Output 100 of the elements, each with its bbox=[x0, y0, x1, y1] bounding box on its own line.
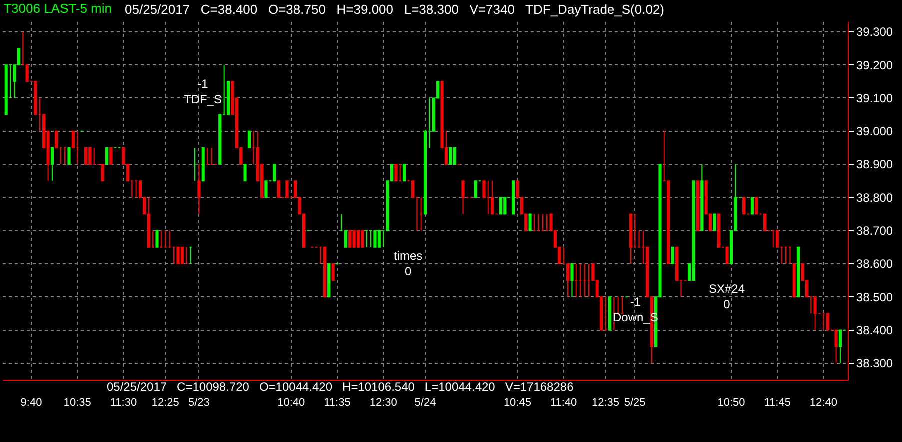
candlestick bbox=[369, 230, 373, 248]
candlestick bbox=[105, 147, 108, 166]
annotation: -1 TDF_S bbox=[184, 77, 222, 107]
y-tick-label: 39.300 bbox=[856, 25, 894, 40]
candlestick bbox=[110, 147, 113, 166]
candlestick bbox=[822, 313, 826, 331]
candlestick bbox=[4, 64, 8, 116]
candlestick bbox=[528, 214, 532, 232]
candlestick bbox=[638, 230, 641, 248]
candlestick bbox=[189, 246, 192, 264]
x-tick-label: 10:45 bbox=[504, 397, 532, 410]
candlestick bbox=[59, 147, 62, 166]
candlestick bbox=[206, 147, 210, 166]
candlestick bbox=[352, 230, 356, 248]
candlestick bbox=[22, 31, 25, 66]
candlestick bbox=[277, 180, 280, 198]
y-tick-label: 38.300 bbox=[856, 356, 894, 371]
y-tick-label: 39.000 bbox=[856, 124, 894, 139]
candlestick bbox=[692, 180, 696, 282]
candlestick bbox=[574, 263, 578, 298]
candlestick bbox=[788, 246, 792, 264]
candlestick bbox=[328, 263, 331, 298]
candlestick bbox=[403, 164, 406, 182]
candlestick bbox=[546, 214, 549, 232]
candlestick bbox=[696, 180, 700, 232]
candlestick bbox=[604, 296, 608, 331]
chart-title: T3006 LAST-5 min bbox=[4, 1, 112, 16]
candlestick bbox=[382, 230, 386, 248]
candlestick bbox=[537, 214, 540, 232]
candlestick bbox=[34, 81, 38, 116]
candlestick bbox=[323, 246, 326, 298]
candlestick bbox=[541, 214, 544, 232]
candlestick bbox=[750, 197, 754, 215]
candlestick bbox=[185, 246, 188, 264]
y-tick-label: 39.200 bbox=[856, 58, 894, 72]
x-tick-label: 12:35 bbox=[592, 397, 620, 410]
y-tick-label: 39.100 bbox=[856, 91, 894, 106]
x-tick-label: 5/24 bbox=[414, 397, 436, 410]
candlestick bbox=[792, 263, 796, 298]
candlestick bbox=[797, 246, 800, 298]
x-tick-label: 5/25 bbox=[624, 397, 646, 410]
x-tick-label: 12:30 bbox=[370, 397, 398, 410]
candlestick bbox=[608, 296, 612, 331]
candlestick bbox=[198, 164, 201, 215]
y-tick-label: 38.600 bbox=[856, 257, 894, 272]
candlestick bbox=[356, 230, 360, 248]
x-tick-label: 10:50 bbox=[718, 397, 746, 410]
x-tick-label: 11:45 bbox=[764, 397, 791, 410]
candlestick bbox=[248, 130, 251, 148]
candlestick bbox=[101, 164, 104, 182]
candlestick bbox=[180, 246, 184, 264]
candlestick bbox=[398, 164, 402, 182]
x-tick-label: 10:35 bbox=[64, 397, 92, 410]
candlestick bbox=[147, 197, 150, 248]
candlestick bbox=[394, 164, 398, 182]
candlestick bbox=[726, 246, 729, 264]
candlestick bbox=[755, 197, 758, 215]
candlestick bbox=[579, 263, 582, 298]
candlestick bbox=[499, 197, 502, 215]
y-tick-label: 38.900 bbox=[856, 158, 894, 172]
candlestick bbox=[193, 147, 196, 182]
candlestick bbox=[834, 330, 838, 364]
y-tick-label: 38.700 bbox=[856, 224, 894, 238]
candlestick bbox=[462, 180, 465, 215]
candlestick bbox=[453, 147, 456, 166]
candlestick bbox=[504, 197, 507, 215]
x-tick-label: 11:35 bbox=[324, 397, 351, 410]
candlestick bbox=[134, 180, 138, 198]
candlestick bbox=[491, 180, 494, 215]
candlestick bbox=[365, 230, 368, 248]
x-tick-label: 5/23 bbox=[188, 397, 210, 410]
candlestick bbox=[814, 296, 817, 331]
candlestick bbox=[361, 230, 364, 248]
candlestick bbox=[244, 164, 247, 182]
candlestick bbox=[26, 64, 29, 82]
candlestick bbox=[340, 214, 344, 232]
candlestick bbox=[348, 230, 352, 248]
candlestick bbox=[784, 246, 788, 264]
candlestick bbox=[273, 164, 276, 182]
candlestick bbox=[378, 230, 381, 248]
candlestick bbox=[55, 130, 58, 148]
candlestick bbox=[671, 246, 674, 264]
candlestick bbox=[742, 197, 746, 215]
x-tick-label: 10:40 bbox=[278, 397, 306, 410]
candlestick bbox=[64, 147, 67, 166]
annotation: SX#24 0 bbox=[709, 282, 746, 312]
candlestick bbox=[449, 147, 452, 166]
x-tick-label: 9:40 bbox=[20, 397, 42, 410]
candlestick bbox=[620, 296, 624, 314]
candlestick bbox=[210, 147, 214, 166]
candlestick bbox=[88, 147, 92, 166]
candlestick bbox=[763, 214, 767, 232]
candlestick bbox=[264, 180, 268, 198]
candlestick bbox=[286, 180, 289, 198]
candlestick bbox=[172, 246, 176, 264]
candlestick bbox=[776, 230, 780, 248]
candlestick bbox=[713, 214, 716, 232]
candlestick bbox=[482, 180, 486, 198]
candlestick bbox=[532, 214, 536, 232]
candlestick bbox=[168, 230, 172, 248]
